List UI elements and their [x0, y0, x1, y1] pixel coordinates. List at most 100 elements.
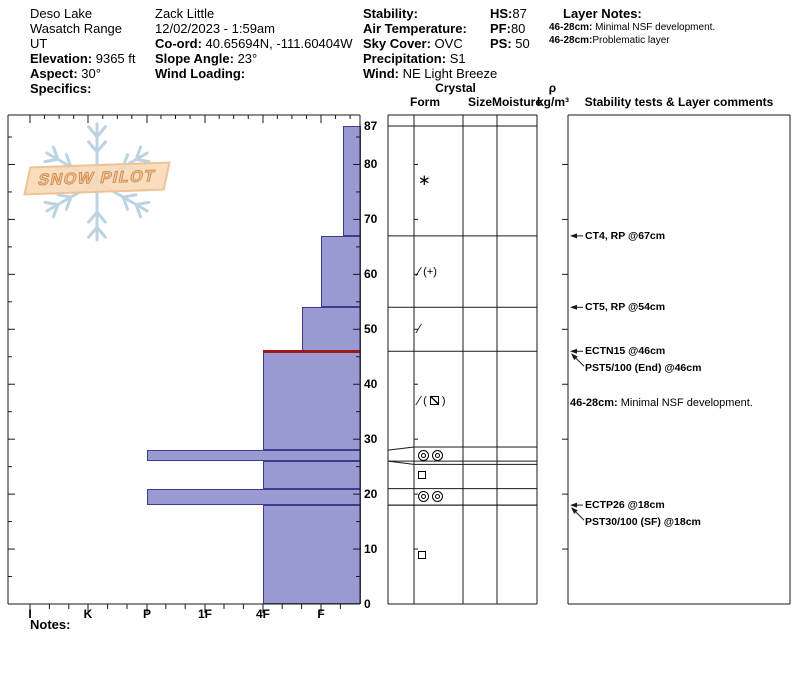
hardness-axis-label: F: [317, 607, 325, 621]
snowflake-arm: [134, 203, 143, 219]
arrowhead-icon: [571, 353, 578, 361]
snowflake-arm: [134, 145, 143, 161]
header-observer-info: Zack Little 12/02/2023 - 1:59am Co-ord: …: [155, 6, 353, 81]
hardness-axis-label: K: [83, 607, 93, 621]
layer-note: 46-28cm:Problematic layer: [549, 35, 670, 46]
layer-notes-title: Layer Notes:: [563, 6, 642, 21]
grain-form-symbol: [418, 489, 443, 505]
snowflake-arm: [95, 210, 107, 224]
snowflake-arm: [87, 225, 99, 239]
grain-form-symbol: [418, 467, 426, 483]
pf-field: PF:80: [490, 21, 526, 36]
depth-tick-label: 87: [364, 119, 378, 133]
density-units-label: kg/m³: [536, 95, 569, 109]
header-site-info: Deso Lake Wasatch Range UT Elevation: 93…: [30, 6, 136, 96]
snowflake-arm: [87, 140, 99, 154]
header-snow-heights: HS:87 PF:80 PS: 50: [490, 6, 530, 51]
site-specifics: Specifics:: [30, 81, 92, 96]
slope-angle: Slope Angle: 23°: [155, 51, 258, 66]
site-aspect: Aspect: 30°: [30, 66, 101, 81]
site-state: UT: [30, 36, 48, 51]
snowflake-arm: [134, 157, 151, 164]
snowflake-arm: [95, 140, 107, 154]
bar-layer: [302, 307, 361, 352]
site-name: Deso Lake: [30, 6, 93, 21]
bar-layer: [263, 505, 361, 604]
stability-test-annotation: PST5/100 (End) @46cm: [585, 362, 702, 375]
crust-grain-icon: [429, 396, 439, 406]
depth-tick-label: 80: [364, 157, 378, 172]
stability-test-annotation: PST30/100 (SF) @18cm: [585, 516, 701, 529]
form-column-header: Form: [410, 95, 440, 109]
density-column-header: ρ: [548, 81, 557, 95]
site-range: Wasatch Range: [30, 21, 123, 36]
snowflake-arm: [134, 200, 151, 207]
depth-tick-label: 70: [364, 212, 378, 227]
layer-comment-annotation: 46-28cm: Minimal NSF development.: [570, 397, 753, 410]
depth-tick-label: 60: [364, 267, 378, 282]
grain-form-symbol: ∕(): [418, 392, 446, 408]
faceted-grain-icon: [418, 550, 426, 559]
hardness-axis-label: 4F: [255, 607, 270, 621]
snowflake-arm: [95, 125, 107, 139]
arrowhead-icon: [570, 304, 577, 310]
stability-test-annotation: ECTP26 @18cm: [585, 499, 665, 512]
snowflake-arm: [51, 203, 60, 219]
stability-column-header: Stability tests & Layer comments: [584, 95, 774, 109]
hardness-axis-label: I: [28, 607, 32, 621]
annotation-arrow-line: [575, 357, 585, 367]
fan-leader-line: [387, 460, 415, 465]
snowflake-arm: [43, 157, 60, 164]
bar-layer: [263, 351, 361, 451]
grain-form-symbol: ∕ (+): [418, 263, 437, 279]
layer-note: 46-28cm: Minimal NSF development.: [549, 22, 716, 33]
stability-test-annotation: ECTN15 @46cm: [585, 345, 666, 358]
snowflake-arm: [87, 125, 99, 139]
depth-tick-label: 40: [364, 377, 378, 392]
rounded-grain-icon: [418, 491, 429, 503]
snowflake-arm: [121, 193, 138, 199]
grain-form-symbol: [418, 448, 443, 464]
grain-form-symbol: ∕: [418, 321, 421, 337]
snowflake-arm: [87, 210, 99, 224]
crystal-column-header: Crystal: [435, 81, 476, 95]
snowflake-arm: [64, 195, 73, 211]
snowflake-arm: [43, 200, 60, 207]
rounded-grain-icon: [432, 450, 443, 462]
notes-label: Notes:: [30, 617, 71, 632]
observation-coordinates: Co-ord: 40.65694N, -111.60404W: [155, 36, 353, 51]
snowflake-arm: [95, 225, 107, 239]
faceted-grain-icon: [418, 470, 426, 479]
fan-leader-line: [387, 446, 415, 451]
depth-tick-label: 30: [364, 432, 378, 447]
arrowhead-icon: [571, 507, 578, 514]
header-layer-notes: Layer Notes: 46-28cm: Minimal NSF develo…: [549, 6, 715, 47]
grain-form-symbol: [418, 547, 426, 563]
site-elevation: Elevation: 9365 ft: [30, 51, 136, 66]
rounded-grain-icon: [432, 491, 443, 503]
depth-tick-label: 20: [364, 487, 378, 502]
wind-loading: Wind Loading:: [155, 66, 246, 81]
sky-cover-field: Sky Cover: OVC: [363, 36, 463, 51]
observation-datetime: 12/02/2023 - 1:59am: [155, 21, 275, 36]
arrowhead-icon: [570, 348, 577, 354]
moisture-column-header: Moisture: [491, 95, 542, 109]
rounded-grain-icon: [418, 450, 429, 462]
ps-field: PS: 50: [490, 36, 530, 51]
arrowhead-icon: [570, 233, 577, 239]
hardness-axis-label: 1F: [197, 607, 212, 621]
wind-field: Wind: NE Light Breeze: [363, 66, 498, 81]
arrowhead-icon: [570, 502, 577, 508]
air-temperature-field: Air Temperature:: [363, 21, 467, 36]
bar-layer: [321, 235, 361, 308]
depth-tick-label: 10: [364, 542, 378, 557]
hardness-axis-label: P: [142, 607, 151, 621]
grain-form-symbol: ∗: [418, 171, 431, 189]
stability-field: Stability:: [363, 6, 418, 21]
size-column-header: Size: [467, 95, 492, 109]
header-conditions: Stability: Air Temperature: Sky Cover: O…: [363, 6, 497, 81]
red-flag-layer-line: [263, 350, 361, 354]
precipitation-field: Precipitation: S1: [363, 51, 466, 66]
